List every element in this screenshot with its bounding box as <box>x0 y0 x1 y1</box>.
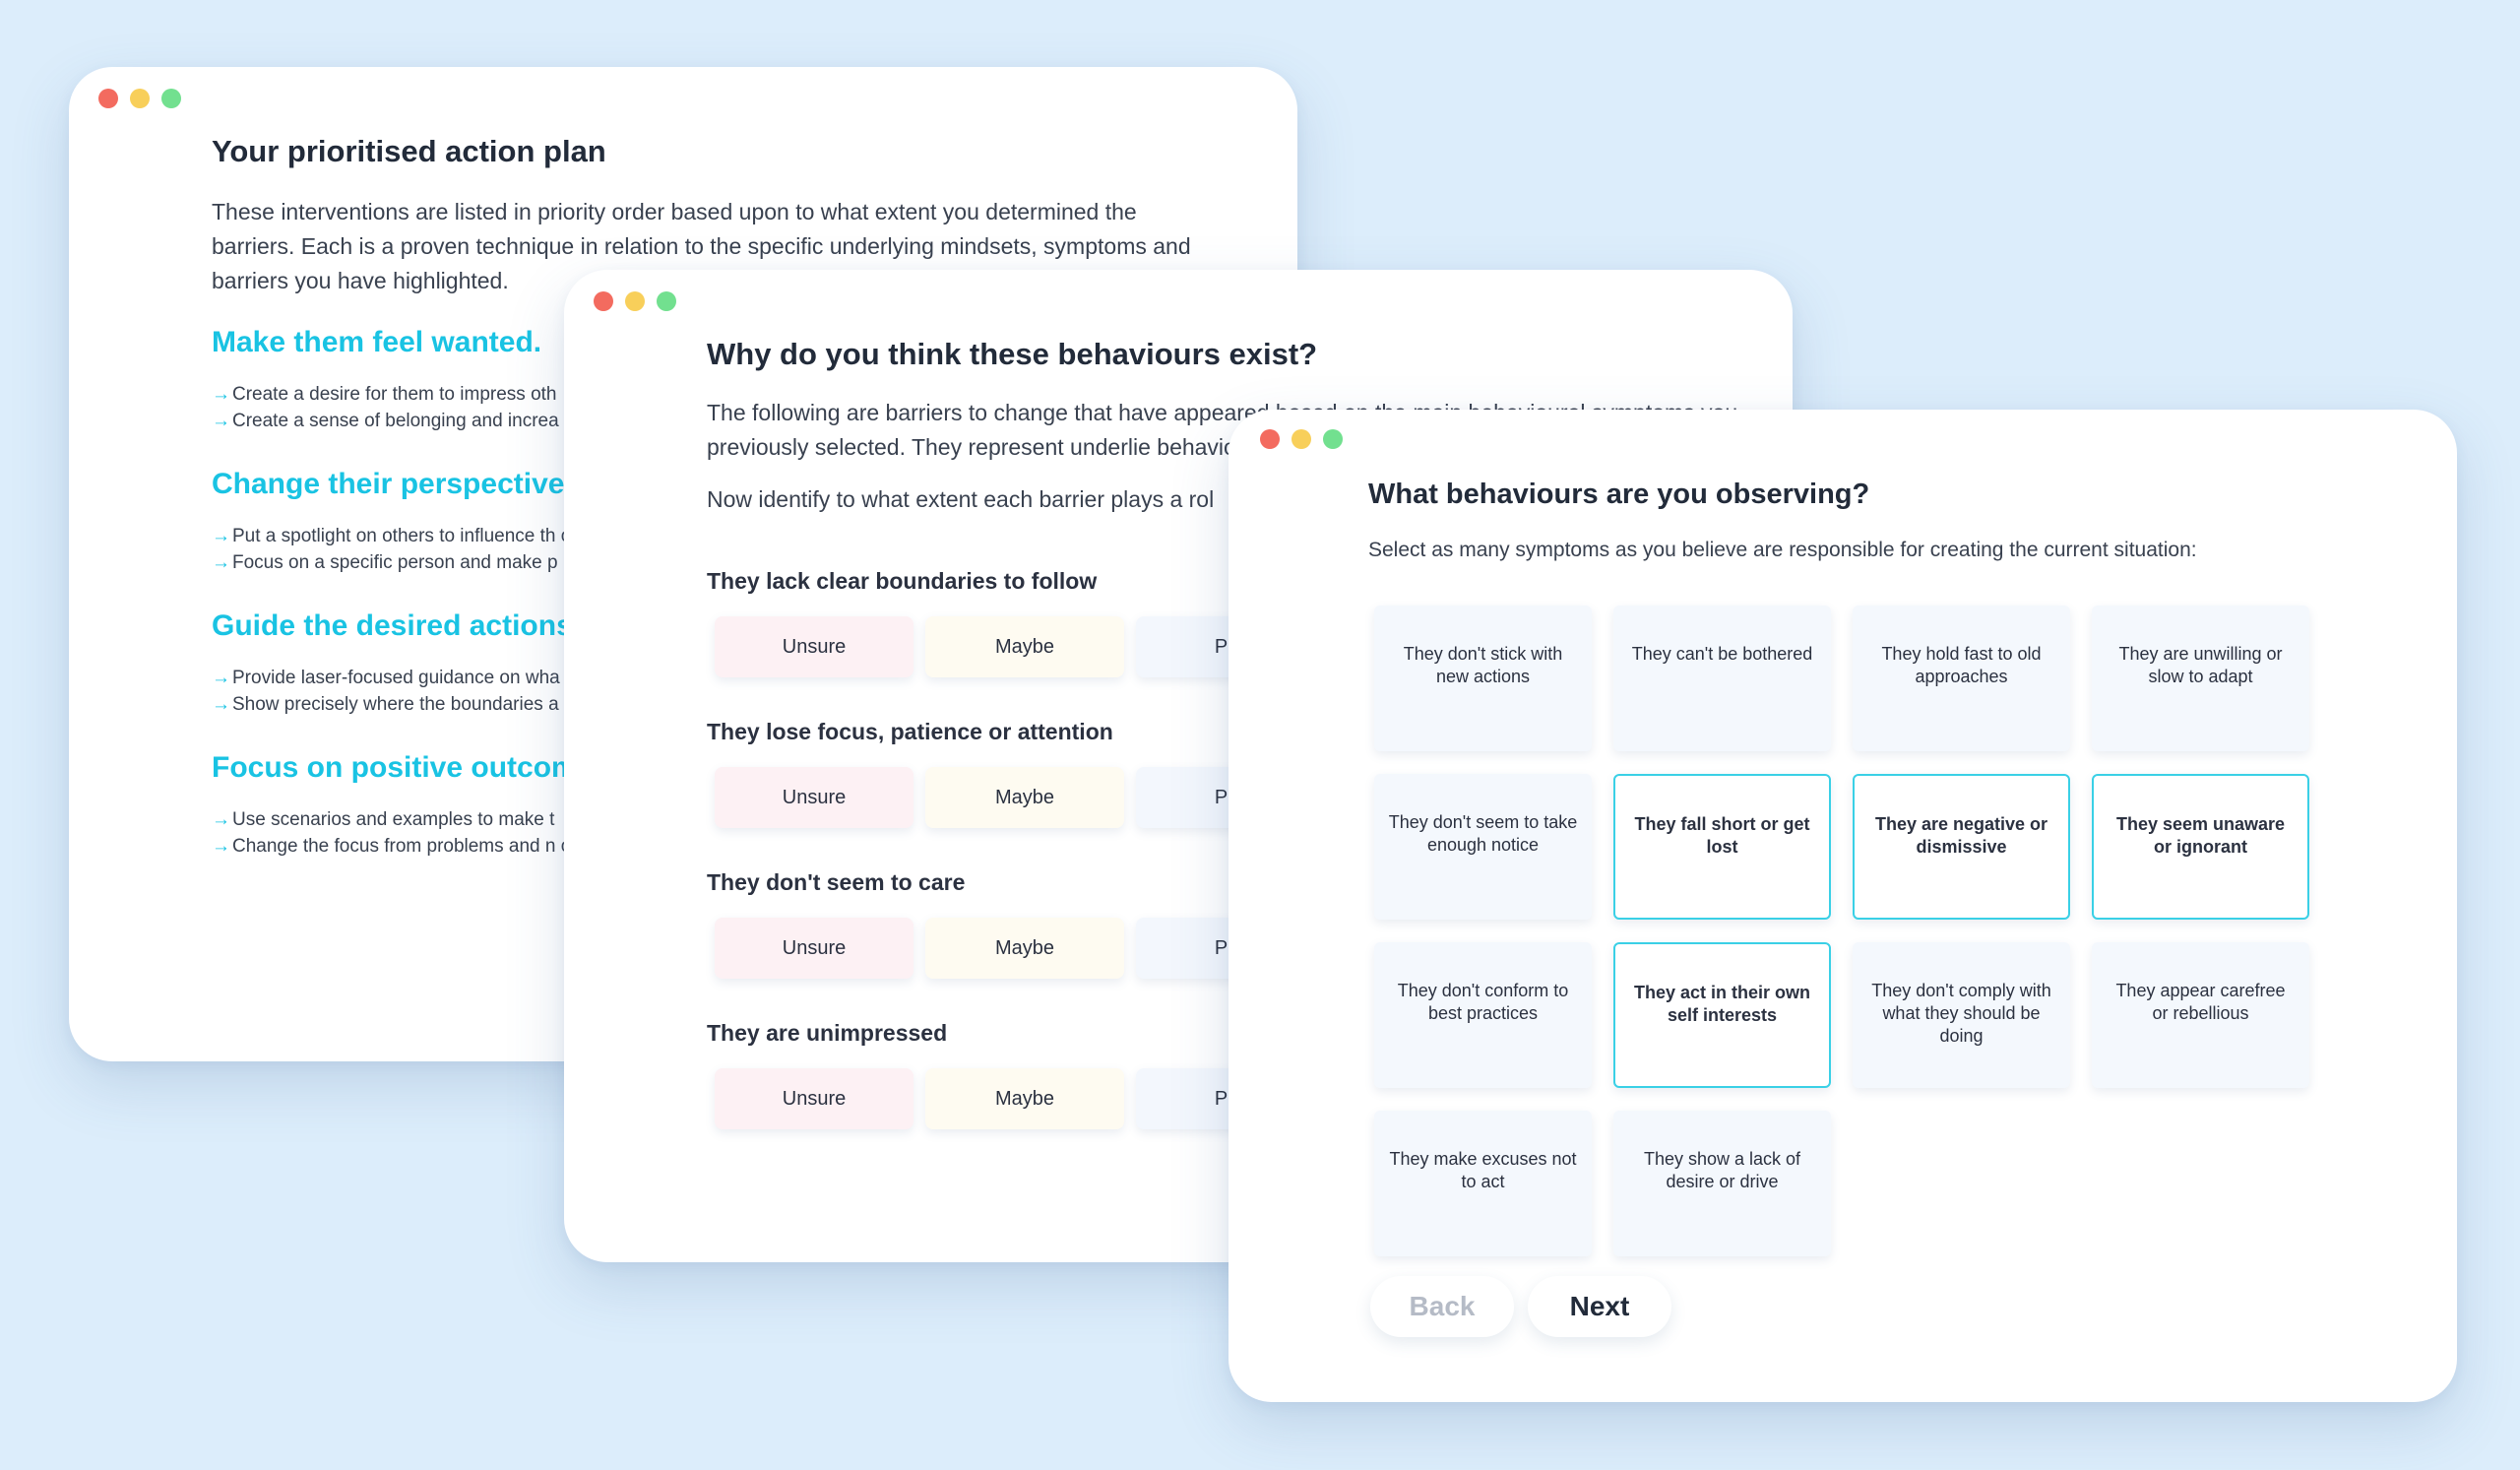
page-title: What behaviours are you observing? <box>1368 479 1870 510</box>
minimize-dot-icon[interactable] <box>130 89 150 108</box>
list-item: → Focus on a specific person and make p <box>212 549 1216 576</box>
maybe-button[interactable]: Maybe <box>925 1068 1124 1129</box>
unsure-button[interactable]: Unsure <box>715 918 914 979</box>
back-button[interactable]: Back <box>1370 1276 1514 1337</box>
list-item: → Show precisely where the boundaries a <box>212 691 1216 718</box>
wizard-nav: Back Next <box>1370 1276 2412 1337</box>
section-heading: Change their perspective <box>212 468 565 500</box>
barrier-label: They lack clear boundaries to follow <box>707 568 1098 594</box>
plan-section: Change their perspective → Put a spotligh… <box>212 468 1216 576</box>
symptom-card[interactable]: They don't stick with new actions <box>1374 606 1592 751</box>
close-dot-icon[interactable] <box>1260 429 1280 449</box>
maximize-dot-icon[interactable] <box>1323 429 1343 449</box>
symptom-card[interactable]: They show a lack of desire or drive <box>1613 1111 1831 1256</box>
symptom-card[interactable]: They can't be bothered <box>1613 606 1831 751</box>
symptom-card[interactable]: They don't comply with what they should … <box>1853 942 2070 1088</box>
barrier-label: They are unimpressed <box>707 1020 948 1046</box>
section-heading: Focus on positive outcom <box>212 751 578 784</box>
barrier-label: They don't seem to care <box>707 869 966 895</box>
symptom-card[interactable]: They fall short or get lost <box>1613 774 1831 920</box>
arrow-right-icon: → <box>212 694 230 715</box>
barrier-label: They lose focus, patience or attention <box>707 719 1113 744</box>
section-list: → Create a desire for them to impress oth… <box>212 381 1216 434</box>
arrow-right-icon: → <box>212 836 230 857</box>
section-list: → Put a spotlight on others to influence … <box>212 523 1216 576</box>
close-dot-icon[interactable] <box>98 89 118 108</box>
unsure-button[interactable]: Unsure <box>715 616 914 677</box>
maybe-button[interactable]: Maybe <box>925 767 1124 828</box>
symptom-card[interactable]: They seem unaware or ignorant <box>2092 774 2309 920</box>
symptom-card[interactable]: They make excuses not to act <box>1374 1111 1592 1256</box>
minimize-dot-icon[interactable] <box>625 291 645 311</box>
minimize-dot-icon[interactable] <box>1292 429 1311 449</box>
maximize-dot-icon[interactable] <box>657 291 676 311</box>
unsure-button[interactable]: Unsure <box>715 1068 914 1129</box>
symptom-card[interactable]: They appear carefree or rebellious <box>2092 942 2309 1088</box>
behaviours-content: What behaviours are you observing? Selec… <box>1368 479 2412 1337</box>
maybe-button[interactable]: Maybe <box>925 918 1124 979</box>
symptom-card[interactable]: They hold fast to old approaches <box>1853 606 2070 751</box>
arrow-right-icon: → <box>212 809 230 830</box>
window-controls <box>594 291 676 311</box>
maybe-button[interactable]: Maybe <box>925 616 1124 677</box>
section-heading: Guide the desired actions <box>212 609 573 642</box>
symptom-card[interactable]: They are unwilling or slow to adapt <box>2092 606 2309 751</box>
unsure-button[interactable]: Unsure <box>715 767 914 828</box>
arrow-right-icon: → <box>212 384 230 405</box>
action-plan-intro: These interventions are listed in priori… <box>212 199 1191 293</box>
arrow-right-icon: → <box>212 668 230 688</box>
symptom-card[interactable]: They are negative or dismissive <box>1853 774 2070 920</box>
section-heading: Make them feel wanted. <box>212 326 542 358</box>
plan-section: Make them feel wanted. → Create a desire … <box>212 326 1216 434</box>
behaviours-window: What behaviours are you observing? Selec… <box>1228 410 2457 1402</box>
list-item: → Create a desire for them to impress oth <box>212 381 1216 408</box>
window-controls <box>98 89 181 108</box>
list-item: → Use scenarios and examples to make t <box>212 806 1216 833</box>
list-item: → Create a sense of belonging and increa <box>212 408 1216 434</box>
page-title: Why do you think these behaviours exist? <box>707 337 1318 371</box>
symptom-card[interactable]: They act in their own self interests <box>1613 942 1831 1088</box>
symptom-card[interactable]: They don't seem to take enough notice <box>1374 774 1592 920</box>
arrow-right-icon: → <box>212 526 230 546</box>
symptom-card[interactable]: They don't conform to best practices <box>1374 942 1592 1088</box>
maximize-dot-icon[interactable] <box>161 89 181 108</box>
close-dot-icon[interactable] <box>594 291 613 311</box>
symptom-grid: They don't stick with new actions They ca… <box>1374 606 2412 1256</box>
arrow-right-icon: → <box>212 411 230 431</box>
list-item: → Put a spotlight on others to influence … <box>212 523 1216 549</box>
arrow-right-icon: → <box>212 552 230 573</box>
next-button[interactable]: Next <box>1528 1276 1671 1337</box>
barriers-prompt: Now identify to what extent each barrier… <box>707 486 1215 512</box>
page-title: Your prioritised action plan <box>212 134 606 168</box>
behaviours-intro: Select as many symptoms as you believe a… <box>1368 539 2197 561</box>
window-controls <box>1260 429 1343 449</box>
